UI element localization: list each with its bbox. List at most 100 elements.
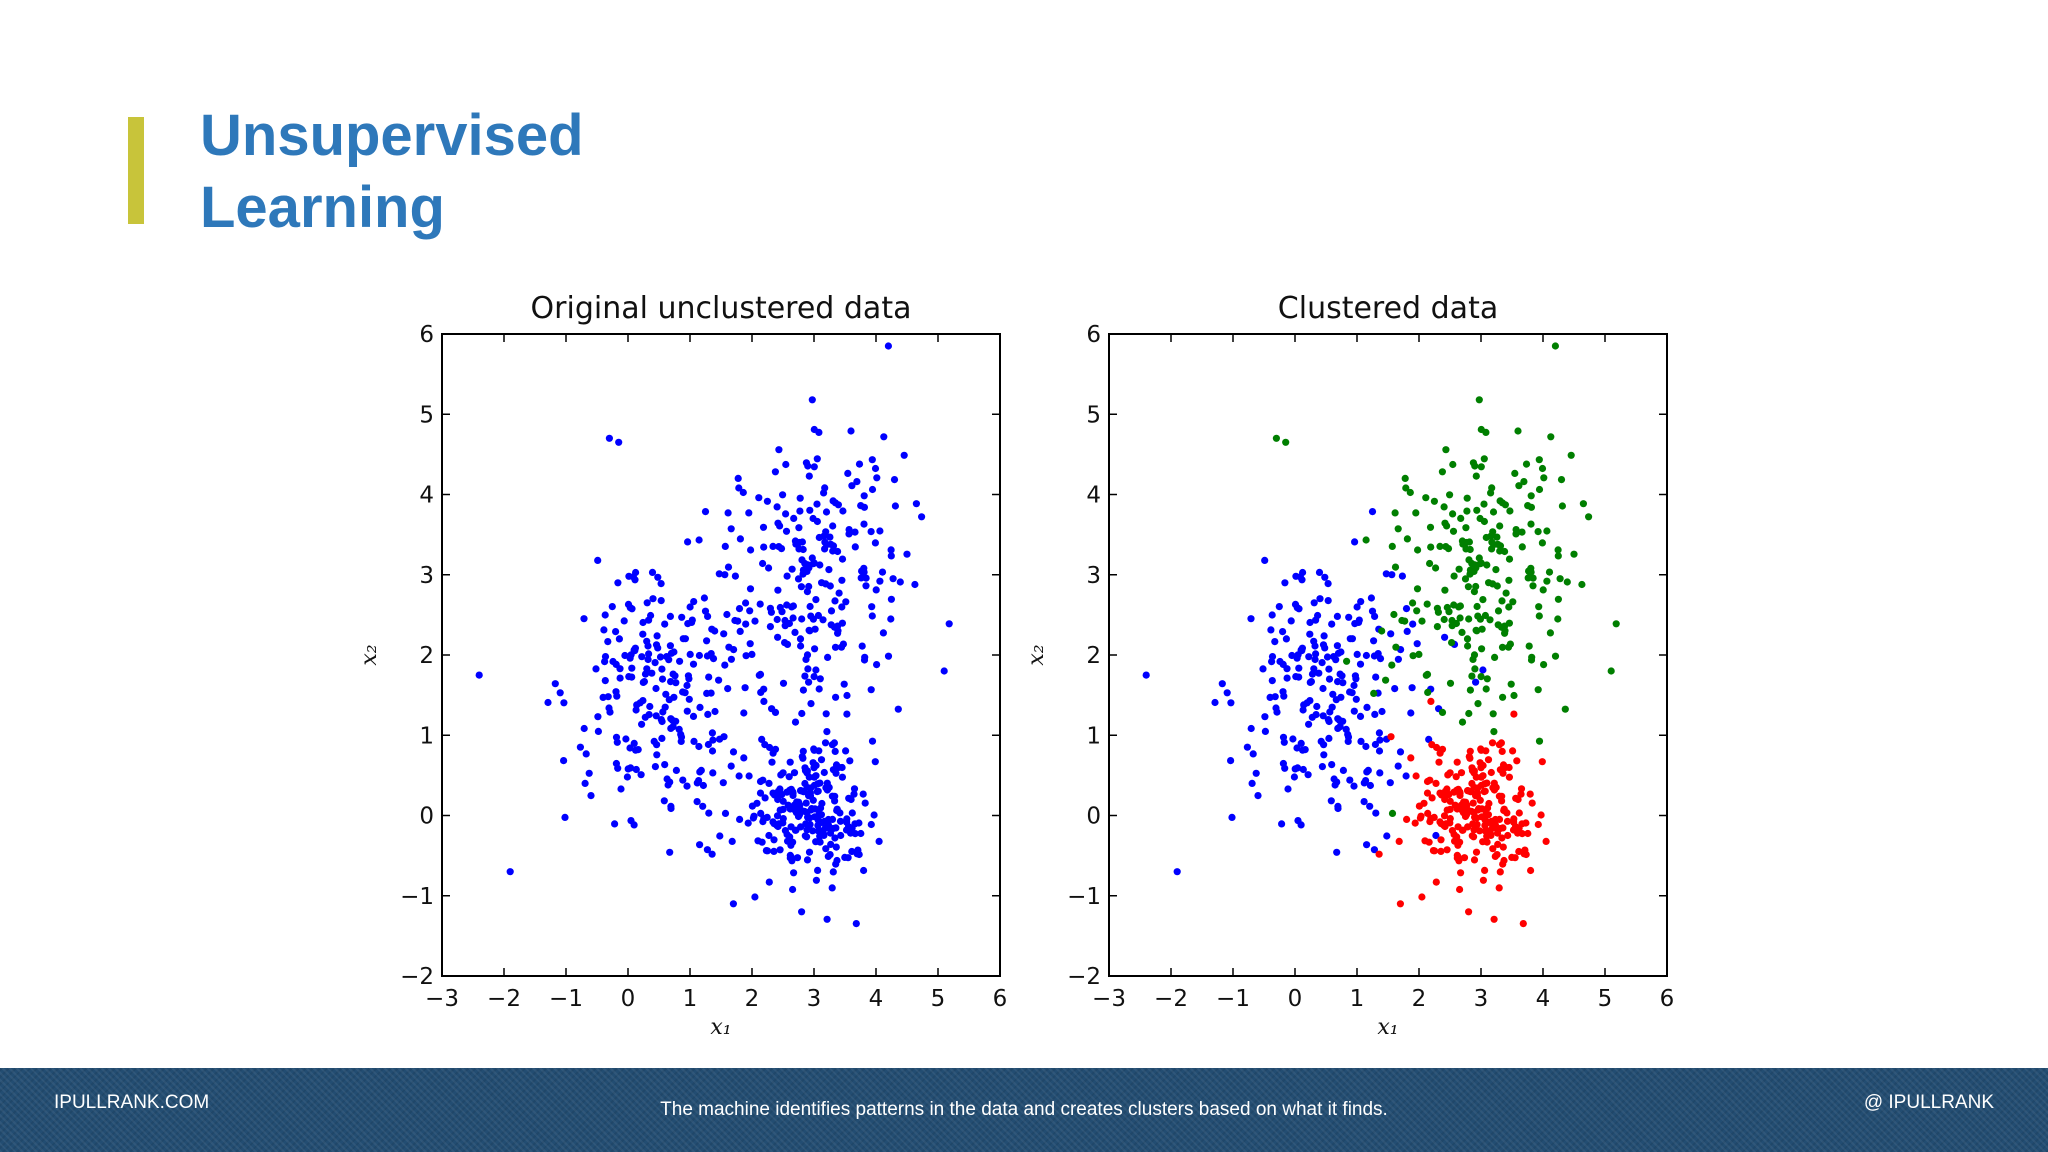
- data-point: [754, 837, 762, 845]
- data-point: [796, 635, 805, 643]
- data-point: [1473, 814, 1481, 822]
- data-point: [1411, 819, 1419, 827]
- data-point: [747, 546, 755, 554]
- data-point: [1440, 812, 1449, 820]
- data-point: [1352, 695, 1360, 703]
- data-point: [649, 595, 657, 603]
- data-point: [1430, 497, 1438, 505]
- data-point: [1279, 688, 1287, 696]
- data-point: [1334, 715, 1342, 723]
- data-point: [1307, 678, 1315, 686]
- data-point: [1409, 620, 1417, 628]
- plot-area: [442, 334, 1000, 976]
- data-point: [827, 621, 835, 629]
- data-point: [785, 773, 793, 781]
- data-point: [1333, 612, 1341, 621]
- data-point: [1436, 749, 1444, 757]
- data-point: [641, 670, 650, 678]
- data-point: [1329, 690, 1337, 698]
- footer-handle: @ IPULLRANK: [1863, 1092, 1994, 1113]
- data-point: [634, 746, 642, 754]
- data-point: [776, 603, 784, 612]
- data-point: [803, 833, 811, 841]
- y-tick-label: 0: [419, 804, 434, 830]
- data-point: [841, 853, 849, 862]
- data-point: [805, 564, 813, 572]
- data-point: [896, 578, 904, 586]
- data-point: [1454, 804, 1462, 812]
- data-point: [847, 427, 855, 435]
- data-point: [1570, 550, 1578, 558]
- data-point: [1312, 711, 1320, 719]
- data-point: [1528, 799, 1536, 807]
- data-point: [1488, 739, 1497, 747]
- data-point: [746, 640, 754, 648]
- data-point: [654, 573, 662, 581]
- data-point: [736, 627, 744, 636]
- data-point: [1293, 744, 1301, 752]
- x-tick-label: 5: [1598, 986, 1613, 1012]
- data-point: [1306, 618, 1314, 627]
- data-point: [1478, 805, 1486, 813]
- data-point: [791, 826, 800, 834]
- data-point: [887, 615, 895, 623]
- data-point: [1542, 837, 1550, 846]
- data-point: [1489, 508, 1498, 516]
- data-point: [1299, 765, 1307, 774]
- data-point: [1327, 797, 1335, 805]
- data-point: [867, 686, 875, 694]
- data-point: [1433, 623, 1441, 631]
- data-point: [814, 866, 822, 875]
- data-point: [1388, 809, 1397, 818]
- data-point: [1376, 655, 1385, 663]
- data-point: [715, 676, 723, 684]
- data-point: [793, 854, 802, 862]
- data-point: [847, 795, 855, 804]
- data-point: [560, 757, 568, 765]
- data-point: [605, 434, 614, 442]
- data-point: [601, 677, 609, 685]
- data-point: [1283, 665, 1291, 673]
- data-point: [1371, 710, 1379, 719]
- data-point: [1529, 582, 1537, 590]
- data-point: [845, 823, 853, 831]
- data-point: [799, 686, 808, 694]
- data-point: [724, 685, 732, 693]
- data-point: [822, 845, 830, 853]
- data-point: [1300, 701, 1308, 709]
- x-tick-label: 2: [745, 986, 760, 1012]
- data-point: [1457, 869, 1465, 877]
- data-point: [1362, 777, 1370, 785]
- data-point: [729, 900, 738, 908]
- data-point: [1511, 469, 1519, 477]
- data-point: [679, 688, 687, 696]
- data-point: [1428, 794, 1436, 802]
- data-point: [1496, 868, 1504, 876]
- data-point: [1456, 614, 1464, 622]
- data-point: [1346, 776, 1354, 784]
- data-point: [791, 628, 799, 637]
- data-point: [753, 799, 761, 807]
- data-point: [779, 805, 787, 814]
- data-point: [1402, 484, 1410, 492]
- data-point: [850, 785, 859, 793]
- data-point: [1386, 779, 1394, 787]
- y-tick-label: 3: [419, 563, 434, 589]
- data-point: [1432, 564, 1440, 572]
- y-axis-label: x₂: [1024, 644, 1049, 665]
- data-point: [1477, 673, 1485, 681]
- data-point: [815, 747, 823, 755]
- data-point: [1449, 527, 1458, 535]
- data-point: [831, 597, 839, 605]
- data-point: [1489, 710, 1497, 718]
- data-point: [1268, 653, 1277, 661]
- data-point: [1295, 673, 1303, 681]
- data-point: [1388, 661, 1396, 669]
- data-point: [855, 460, 864, 468]
- data-point: [816, 561, 824, 569]
- data-point: [1453, 854, 1461, 862]
- data-point: [816, 675, 824, 683]
- data-point: [1339, 766, 1347, 775]
- data-point: [604, 638, 612, 646]
- data-point: [1517, 785, 1526, 793]
